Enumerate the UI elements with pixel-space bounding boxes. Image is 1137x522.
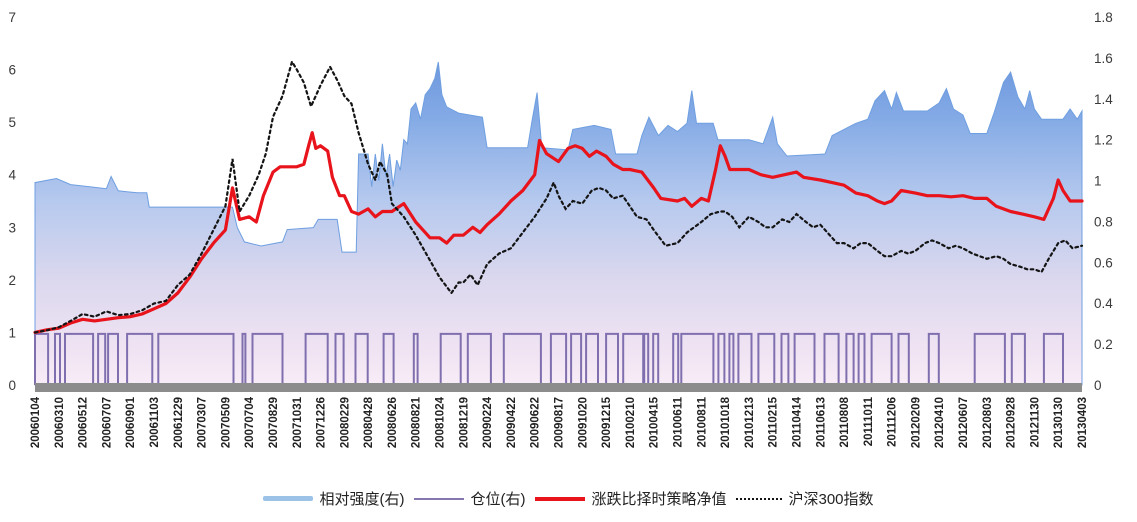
csi300-line — [33, 58, 1084, 334]
axes-group: 7 6 5 4 3 2 1 0 1.8 1.6 1.4 1.2 1 0.8 0.6 0.4 0.2 0 200601… — [8, 10, 1113, 448]
x-axis-tick: 20121130 — [1029, 397, 1041, 448]
legend-item-strategy-nav: 涨跌比择时策略净值 — [535, 488, 726, 509]
x-axis-tick: 20120209 — [910, 397, 922, 448]
x-axis-tick: 20061229 — [173, 397, 185, 448]
x-axis-tick: 20111206 — [887, 397, 899, 447]
x-axis-tick: 20100811 — [696, 396, 708, 447]
x-axis-tick: 20100210 — [625, 397, 637, 448]
right-axis-tick: 0.4 — [1094, 296, 1113, 311]
x-axis-tick: 20120607 — [958, 397, 970, 448]
legend-label-csi300: 沪深300指数 — [788, 491, 874, 508]
left-axis-tick: 6 — [8, 63, 16, 78]
relative-strength-area — [34, 61, 1083, 386]
x-axis-tick: 20070509 — [220, 397, 232, 448]
x-axis-tick: 20080428 — [363, 396, 375, 448]
x-axis-tick: 20061103 — [149, 397, 161, 448]
x-axis-tick: 20080626 — [387, 397, 399, 448]
left-axis-tick: 2 — [8, 273, 16, 288]
x-axis-tick: 20060512 — [78, 397, 90, 448]
x-axis-tick: 20120803 — [982, 397, 994, 448]
x-axis-tick: 20071031 — [292, 396, 304, 448]
right-axis-tick: 1.8 — [1094, 10, 1113, 25]
x-axis-tick: 20120928 — [1006, 396, 1018, 448]
x-axis-tick: 20070704 — [244, 396, 256, 448]
x-axis-tick: 20110613 — [815, 397, 827, 448]
x-axis-tick: 20130130 — [1053, 397, 1065, 448]
legend-item-position: 仓位(右) — [414, 488, 525, 509]
x-axis-tick: 20111011 — [863, 396, 875, 446]
x-axis-tick: 20060310 — [54, 397, 66, 448]
chart-legend: 相对强度(右) 仓位(右) 涨跌比择时策略净值 沪深300指数 — [0, 488, 1137, 509]
x-axis-tick: 20070829 — [268, 397, 280, 448]
relative-strength-area-group — [34, 61, 1083, 386]
right-axis-tick: 0 — [1094, 378, 1102, 393]
legend-label-position: 仓位(右) — [470, 491, 526, 508]
left-axis-tick: 5 — [8, 115, 16, 130]
x-axis-tick: 20070307 — [197, 397, 209, 448]
strategy-nav-swatch-icon — [535, 496, 586, 501]
x-axis-tick: 20080821 — [411, 396, 423, 448]
x-axis-tick: 20110808 — [839, 396, 851, 447]
x-axis-tick: 20090422 — [506, 397, 518, 448]
x-axis-tick: 20110215 — [768, 396, 780, 447]
strategy-nav-line — [33, 131, 1084, 334]
csi300-swatch-icon — [736, 497, 783, 500]
x-axis-tick: 20081024 — [435, 396, 447, 448]
x-axis-tick: 20101213 — [744, 397, 756, 448]
legend-item-csi300: 沪深300指数 — [736, 488, 874, 509]
x-axis-tick: 20091215 — [601, 396, 613, 448]
strategy-nav-line-group — [33, 131, 1084, 334]
x-axis-tick: 20081219 — [458, 397, 470, 448]
x-axis-tick: 20080229 — [339, 397, 351, 448]
right-axis-tick: 1.2 — [1094, 133, 1113, 148]
left-axis-tick: 7 — [8, 10, 16, 25]
x-axis-tick: 20090622 — [530, 397, 542, 448]
x-axis-tick: 20060104 — [30, 396, 42, 448]
x-axis-tick: 20101018 — [720, 396, 732, 448]
right-axis-tick: 0.6 — [1094, 255, 1113, 270]
right-axis-tick: 1.4 — [1094, 92, 1113, 107]
right-axis-tick: 1 — [1094, 174, 1102, 189]
x-axis-tick: 20071226 — [316, 397, 328, 448]
x-axis-tick: 20100415 — [649, 396, 661, 448]
legend-item-relative-strength: 相对强度(右) — [263, 488, 404, 509]
left-axis-tick: 4 — [8, 168, 16, 183]
x-axis-tick: 20130403 — [1077, 397, 1089, 448]
legend-label-strategy-nav: 涨跌比择时策略净值 — [591, 491, 727, 508]
x-axis-tick: 20100611 — [673, 396, 685, 447]
csi300-line-group — [33, 58, 1084, 334]
x-axis-tick: 20060901 — [125, 396, 137, 448]
x-axis-tick: 20091020 — [577, 397, 589, 448]
x-axis-tick: 20110414 — [792, 396, 804, 447]
x-axis-tick: 20120410 — [934, 397, 946, 448]
left-axis-tick: 3 — [8, 220, 16, 235]
right-axis-tick: 0.8 — [1094, 214, 1113, 229]
legend-label-relative-strength: 相对强度(右) — [319, 491, 405, 508]
relative-strength-swatch-icon — [263, 496, 314, 501]
right-axis-tick: 0.2 — [1094, 337, 1113, 352]
x-axis-tick: 20060707 — [101, 397, 113, 448]
x-axis-bar — [35, 383, 1082, 392]
x-axis-tick: 20090224 — [482, 396, 494, 448]
x-axis-tick: 20090817 — [554, 397, 566, 448]
right-axis-tick: 1.6 — [1094, 51, 1113, 66]
left-axis-tick: 1 — [8, 325, 16, 340]
left-axis-tick: 0 — [8, 378, 16, 393]
position-swatch-icon — [414, 497, 465, 500]
